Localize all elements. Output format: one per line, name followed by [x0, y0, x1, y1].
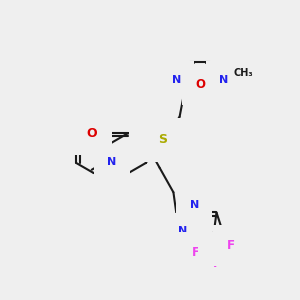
- Text: N: N: [190, 200, 199, 210]
- Text: F: F: [212, 257, 220, 270]
- Text: S: S: [158, 134, 167, 146]
- Text: CH₃: CH₃: [233, 68, 253, 78]
- Text: O: O: [86, 127, 97, 140]
- Text: N: N: [178, 226, 187, 236]
- Text: F: F: [227, 239, 235, 252]
- Text: N: N: [219, 75, 228, 85]
- Text: N: N: [172, 75, 181, 85]
- Text: O: O: [196, 78, 206, 91]
- Text: N: N: [142, 139, 151, 149]
- Text: F: F: [192, 246, 200, 259]
- Text: N: N: [107, 157, 116, 167]
